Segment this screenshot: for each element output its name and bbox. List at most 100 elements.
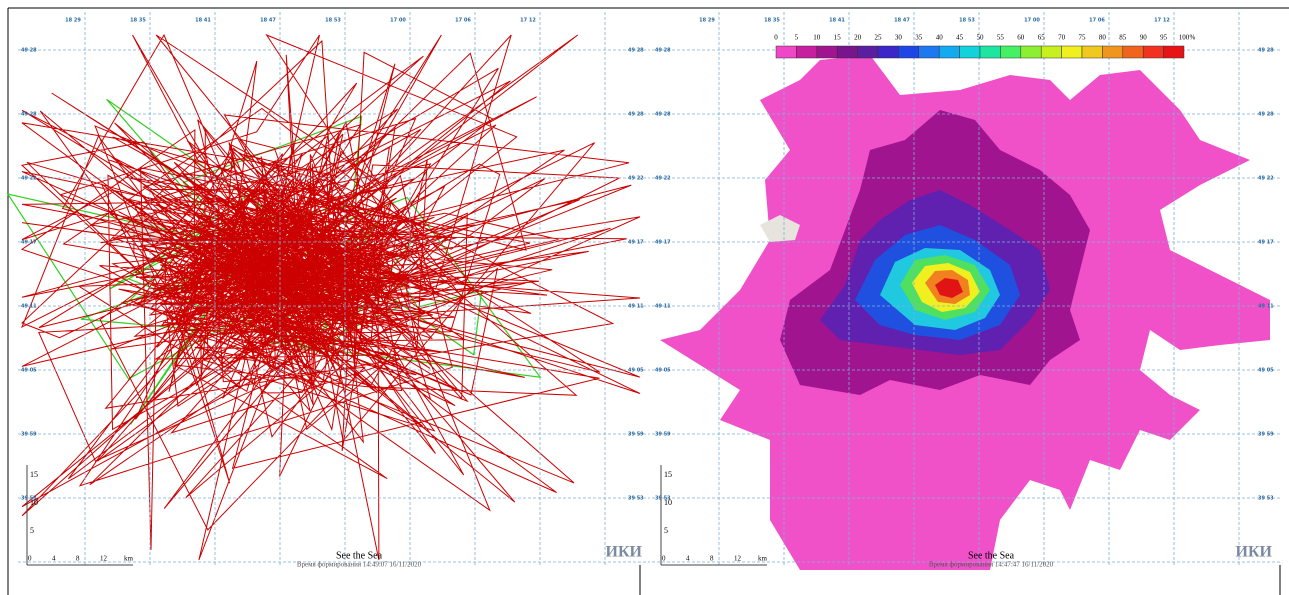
colorbar-label: 85 [1119,34,1127,42]
right-label: 39 53 [628,496,644,502]
colorbar-cell [960,46,980,58]
top-label: 18 41 [195,18,211,24]
colorbar-label: 95 [1160,34,1168,42]
left-label: 49 11 [655,304,671,310]
left-label: 49 28 [21,112,37,118]
right-label: 49 11 [1258,304,1274,310]
colorbar-label: 30 [895,34,903,42]
colorbar-label: 80 [1099,34,1107,42]
colorbar-label: 65 [1038,34,1046,42]
top-label: 18 53 [959,18,975,24]
timestamp: Время формирования 14:47:47 16/11/2020 [929,561,1054,569]
colorbar-label: 75 [1079,34,1087,42]
left-label: 49 28 [655,48,671,54]
screenshot: 18 29 18 35 18 41 18 47 18 53 17 00 17 06 17 12… [0,0,1289,595]
scale-label: 15 [664,470,672,479]
right-label: 49 17 [1258,240,1274,246]
right-label: 49 28 [1258,112,1274,118]
logo: ИКИ [1236,544,1273,561]
colorbar-label: 70 [1058,34,1066,42]
left-label: 49 05 [655,368,671,374]
colorbar-label: 5 [795,34,799,42]
timestamp: Время формирования 14:49:07 16/11/2020 [297,561,422,569]
colorbar-cell [776,46,796,58]
left-label: 39 59 [655,432,671,438]
colorbar-label: 90 [1140,34,1148,42]
logo: ИКИ [606,544,643,561]
left-label: 49 17 [655,240,671,246]
top-label: 17 00 [390,18,406,24]
left-label: 49 22 [655,176,671,182]
colorbar-cell [796,46,816,58]
right-label: 39 53 [1258,496,1274,502]
colorbar-cell [1082,46,1102,58]
colorbar-label: 15 [834,34,842,42]
colorbar-cell [1041,46,1061,58]
right-label: 49 11 [628,304,644,310]
colorbar-cell [1123,46,1143,58]
scale-label: 12 [100,555,108,563]
colorbar-cell [1000,46,1020,58]
top-label: 18 47 [260,18,276,24]
top-label: 18 29 [65,18,81,24]
scale-label: 0 [28,555,32,563]
colorbar-label: % [1189,34,1195,42]
top-label: 18 53 [325,18,341,24]
colorbar-label: 60 [1017,34,1025,42]
top-label: 18 29 [699,18,715,24]
scale-label: 4 [686,555,690,563]
right-label: 49 28 [1258,48,1274,54]
top-label: 17 12 [520,18,536,24]
colorbar-label: 45 [956,34,964,42]
scale-label: 15 [30,470,38,479]
colorbar-label: 50 [977,34,985,42]
right-label: 49 22 [628,176,644,182]
colorbar-cell [837,46,857,58]
scale-label: 5 [30,526,34,535]
top-label: 18 41 [829,18,845,24]
left-label: 49 05 [21,368,37,374]
colorbar-cell [1062,46,1082,58]
colorbar-label: 0 [774,34,778,42]
scale-label: 10 [30,498,38,507]
top-label: 17 12 [1154,18,1170,24]
left-label: 49 28 [21,48,37,54]
colorbar-label: 20 [854,34,862,42]
scale-label: 10 [664,498,672,507]
colorbar-label: 25 [875,34,883,42]
scale-label: 12 [734,555,742,563]
right-label: 49 17 [628,240,644,246]
right-label: 49 28 [628,48,644,54]
left-label: 49 28 [655,112,671,118]
right-label: 39 59 [1258,432,1274,438]
colorbar-label: 35 [915,34,923,42]
right-label: 49 22 [1258,176,1274,182]
scale-label: 4 [52,555,56,563]
colorbar-cell [898,46,918,58]
top-label: 18 35 [764,18,780,24]
scale-label: km [758,555,768,563]
right-label: 49 28 [628,112,644,118]
left-label: 49 22 [21,176,37,182]
colorbar-cell [858,46,878,58]
top-label: 17 06 [455,18,471,24]
scale-label: 5 [664,526,668,535]
colorbar-cell [817,46,837,58]
colorbar-cell [1102,46,1122,58]
scale-label: 8 [710,555,714,563]
colorbar-cell [939,46,959,58]
scale-label: 8 [76,555,80,563]
right-label: 49 05 [628,368,644,374]
top-label: 18 35 [130,18,146,24]
left-label: 49 17 [21,240,37,246]
scale-label: km [124,555,134,563]
top-label: 18 47 [894,18,910,24]
right-label: 49 05 [1258,368,1274,374]
colorbar-label: 10 [813,34,821,42]
colorbar-cell [1143,46,1163,58]
top-label: 17 00 [1024,18,1040,24]
top-label: 17 06 [1089,18,1105,24]
colorbar-cell [919,46,939,58]
colorbar-label: 40 [936,34,944,42]
colorbar-cell [1021,46,1041,58]
